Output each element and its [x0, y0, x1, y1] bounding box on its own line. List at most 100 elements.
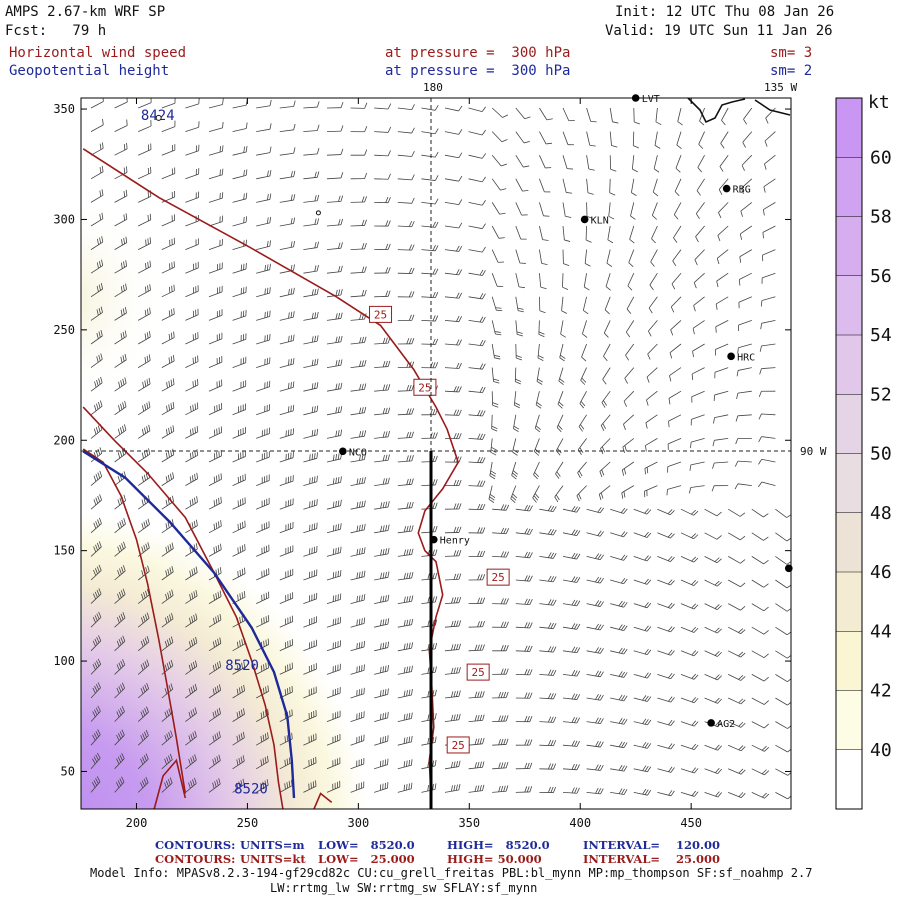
barb-flag: [501, 139, 508, 143]
barb-flag: [316, 452, 318, 459]
barb-flag: [529, 552, 533, 558]
barb-flag: [194, 427, 196, 434]
barb-staff: [761, 367, 776, 369]
wind-barb: [603, 320, 611, 338]
barb-flag: [718, 212, 722, 219]
barb-staff: [651, 225, 658, 239]
wind-barb: [208, 684, 222, 699]
barb-flag: [316, 218, 320, 225]
barb-flag: [148, 377, 151, 384]
wind-barb: [303, 733, 317, 746]
barb-flag: [194, 730, 197, 737]
barb-staff: [586, 131, 591, 146]
barb-staff: [775, 744, 788, 753]
barb-flag: [171, 612, 174, 619]
barb-flag: [500, 645, 504, 651]
wind-barb: [279, 662, 293, 675]
barb-flag: [574, 787, 578, 794]
barb-flag: [166, 757, 169, 764]
barb-flag: [314, 195, 317, 202]
barb-flag: [589, 144, 596, 147]
wind-barb: [326, 780, 341, 793]
barb-flag: [316, 475, 318, 482]
wind-barb: [704, 579, 722, 587]
barb-flag: [717, 675, 722, 681]
barb-flag: [361, 594, 363, 601]
barb-flag: [482, 457, 486, 463]
barb-flag: [738, 698, 744, 704]
barb-flag: [692, 351, 694, 358]
wind-barb: [444, 362, 462, 369]
barb-flag: [98, 635, 102, 642]
barb-flag: [620, 578, 626, 584]
wind-barb: [646, 390, 658, 406]
wind-barb: [515, 225, 527, 240]
wind-barb: [326, 687, 341, 699]
barb-flag: [411, 478, 414, 485]
barb-staff: [775, 674, 788, 682]
barb-flag: [170, 730, 173, 737]
barb-flag: [526, 575, 531, 582]
wind-barb: [667, 461, 682, 473]
barb-flag: [236, 759, 239, 766]
barb-flag: [524, 645, 528, 652]
barb-flag: [560, 354, 566, 359]
barb-flag: [627, 285, 633, 291]
barb-flag: [546, 118, 553, 121]
barb-flag: [243, 591, 246, 598]
barb-flag: [479, 433, 483, 440]
barb-flag: [628, 262, 634, 267]
wind-barb: [374, 618, 390, 628]
barb-flag: [406, 431, 409, 438]
barb-flag: [479, 550, 483, 557]
barb-staff: [303, 130, 318, 132]
wind-barb: [468, 316, 486, 323]
wind-barb: [751, 508, 769, 518]
barb-flag: [458, 222, 463, 229]
wind-barb: [185, 168, 200, 180]
barb-flag: [529, 715, 533, 722]
barb-flag: [196, 425, 199, 432]
barb-flag: [219, 590, 222, 597]
barb-flag: [738, 745, 744, 751]
barb-flag: [573, 529, 578, 536]
wind-barb: [208, 590, 222, 604]
barb-flag: [385, 243, 389, 250]
barb-flag: [145, 753, 149, 760]
barb-flag: [361, 547, 364, 554]
wind-barb: [728, 744, 746, 752]
barb-flag: [195, 543, 198, 550]
barb-flag: [311, 383, 314, 390]
barb-flag: [364, 406, 367, 413]
wind-barb: [751, 603, 769, 612]
barb-flag: [500, 551, 504, 558]
barb-flag: [482, 644, 485, 651]
barb-flag: [403, 643, 406, 650]
barb-staff: [607, 225, 611, 240]
wind-barb: [256, 591, 270, 604]
wind-barb: [185, 660, 198, 675]
wind-barb: [736, 367, 752, 377]
barb-staff: [691, 438, 705, 443]
barb-staff: [714, 414, 729, 419]
barb-flag: [143, 592, 146, 599]
barb-flag: [760, 323, 763, 330]
barb-flag: [479, 785, 482, 792]
barb-flag: [474, 785, 477, 792]
barb-flag: [571, 623, 576, 629]
barb-flag: [311, 477, 313, 484]
barb-staff: [737, 483, 752, 486]
barb-flag: [190, 639, 194, 646]
barb-flag: [387, 360, 391, 367]
barb-staff: [646, 390, 658, 401]
barb-flag: [432, 245, 436, 251]
barb-staff: [421, 107, 436, 111]
barb-flag: [649, 284, 654, 291]
barb-flag: [693, 557, 699, 563]
barb-flag: [264, 780, 267, 787]
barb-staff: [161, 126, 176, 132]
barb-flag: [361, 290, 365, 296]
barb-flag: [169, 614, 172, 621]
wind-barb: [539, 622, 557, 630]
barb-flag: [479, 457, 483, 463]
